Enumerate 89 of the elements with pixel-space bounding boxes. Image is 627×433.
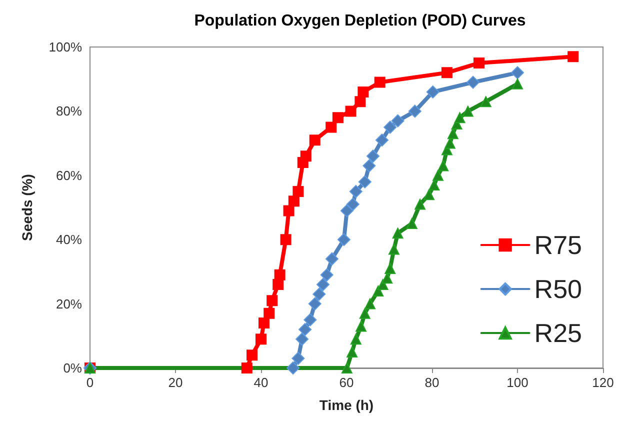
point	[512, 78, 523, 90]
point	[280, 234, 292, 246]
point	[438, 160, 449, 172]
point	[384, 262, 396, 274]
point	[308, 297, 322, 310]
point	[256, 334, 266, 345]
point	[304, 313, 317, 326]
point	[384, 120, 397, 134]
point	[340, 204, 354, 218]
point	[511, 66, 524, 80]
point	[426, 85, 440, 98]
legend-label: R25	[534, 318, 582, 348]
point	[325, 252, 338, 266]
point	[341, 362, 352, 374]
x-tick-label: 40	[254, 375, 268, 390]
point	[264, 308, 275, 319]
point	[447, 128, 458, 140]
point	[462, 106, 474, 117]
legend-label: R50	[534, 274, 582, 304]
y-tick-label: 40%	[56, 232, 82, 248]
y-tick-label: 60%	[56, 168, 82, 183]
y-tick-label: 80%	[56, 104, 82, 119]
point	[292, 186, 304, 197]
point	[300, 150, 312, 162]
point	[441, 67, 452, 78]
point	[388, 244, 400, 255]
point	[312, 288, 326, 301]
point	[466, 76, 480, 89]
point	[480, 96, 492, 108]
point	[332, 112, 344, 124]
point	[358, 175, 372, 188]
y-tick-label: 0%	[63, 360, 82, 376]
x-tick-label: 20	[168, 375, 183, 390]
point	[296, 332, 309, 346]
point	[408, 104, 422, 118]
point	[444, 138, 456, 149]
y-axis-title: Seeds (%)	[19, 174, 35, 241]
point	[414, 198, 426, 210]
y-tick-label: 20%	[56, 296, 82, 312]
point	[474, 58, 485, 69]
point	[366, 150, 380, 163]
legend-label: R75	[534, 230, 582, 260]
y-tick-label: 100%	[48, 40, 82, 54]
point	[454, 112, 466, 124]
point	[309, 134, 320, 146]
point	[359, 308, 370, 319]
point	[406, 218, 418, 230]
point	[266, 295, 278, 306]
point	[424, 189, 435, 200]
point	[432, 170, 444, 181]
x-tick-label: 120	[592, 375, 614, 390]
point	[358, 86, 369, 98]
point	[246, 350, 258, 361]
point	[326, 122, 337, 133]
point	[337, 233, 350, 246]
point	[274, 269, 286, 280]
point	[350, 334, 362, 345]
x-tick-label: 0	[86, 375, 94, 390]
point	[349, 184, 362, 198]
point	[374, 76, 386, 88]
point	[392, 228, 404, 239]
point	[356, 320, 367, 332]
x-tick-label: 60	[339, 375, 354, 390]
point	[382, 272, 393, 284]
point	[568, 51, 579, 62]
point	[364, 298, 376, 310]
point	[286, 362, 300, 374]
point	[288, 196, 300, 207]
chart-title: Population Oxygen Depletion (POD) Curves	[194, 12, 526, 30]
point	[283, 205, 294, 216]
point	[375, 134, 388, 147]
x-axis-title: Time (h)	[319, 397, 374, 413]
point	[428, 180, 440, 191]
point	[346, 198, 360, 211]
point	[362, 159, 376, 172]
point	[372, 285, 384, 296]
point	[316, 278, 330, 292]
point	[258, 318, 270, 329]
point	[354, 96, 366, 108]
point	[292, 352, 305, 365]
x-tick-label: 80	[424, 375, 440, 390]
point	[391, 114, 404, 128]
x-tick-label: 100	[506, 375, 528, 390]
point	[320, 268, 334, 282]
point	[241, 362, 252, 374]
point	[298, 322, 312, 336]
point	[346, 346, 358, 358]
point	[272, 279, 284, 290]
point	[345, 106, 356, 117]
